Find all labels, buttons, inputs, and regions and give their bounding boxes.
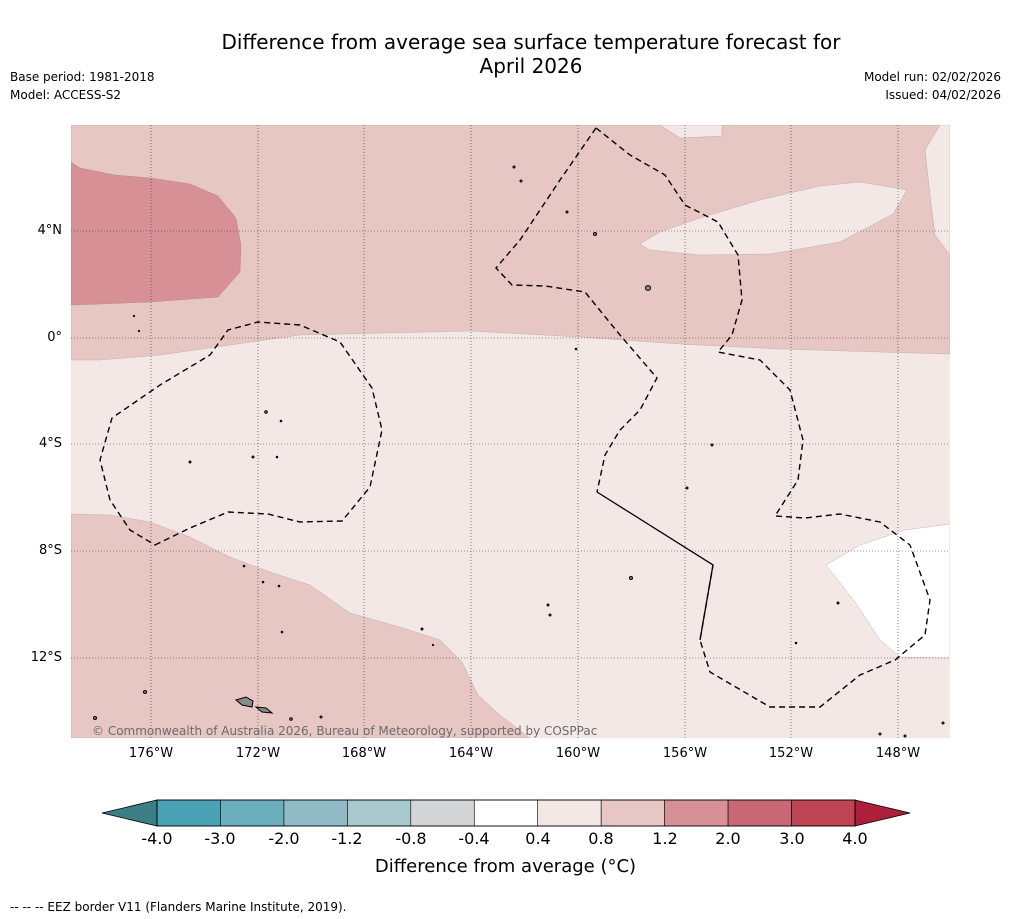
cbar-tick: -1.2 — [331, 829, 363, 848]
eez-solid-border — [596, 491, 714, 641]
colorbar-frame — [156, 799, 856, 827]
colorbar-swatch — [727, 799, 792, 827]
colorbar-swatch — [220, 799, 285, 827]
model-run: Model run: 02/02/2026 — [863, 70, 1001, 84]
lon-label-152w: 152°W — [768, 746, 814, 761]
anomaly-region-below-04 — [825, 523, 950, 659]
lon-label-168w: 168°W — [341, 746, 387, 761]
colorbar-label: Difference from average (°C) — [374, 856, 637, 877]
eez-border-phoenix — [495, 127, 658, 493]
island-kiritimati — [645, 285, 651, 291]
islands — [93, 165, 945, 738]
colorbar-extend-low — [101, 799, 158, 827]
cbar-tick: 0.8 — [588, 829, 614, 848]
colorbar-swatch — [791, 799, 856, 827]
title-line-1: Difference from average sea surface temp… — [221, 30, 841, 54]
chart-title: Difference from average sea surface temp… — [0, 30, 1011, 78]
colorbar-swatch — [473, 799, 539, 827]
meta-left: Base period: 1981-2018 Model: ACCESS-S2 — [10, 68, 155, 104]
eez-border-tokelau — [99, 321, 383, 546]
lon-label-148w: 148°W — [875, 746, 921, 761]
lat-label-4s: 4°S — [38, 436, 62, 451]
colorbar-swatch — [600, 799, 665, 827]
anomaly-region-04-08-east — [924, 125, 950, 256]
lon-label-156w: 156°W — [662, 746, 708, 761]
lat-label-4n: 4°N — [37, 223, 63, 238]
anomaly-region-04-08-top — [659, 125, 723, 139]
copyright-notice: © Commonwealth of Australia 2026, Bureau… — [92, 724, 598, 738]
cbar-tick: 2.0 — [715, 829, 741, 848]
colorbar-swatch — [156, 799, 221, 827]
cbar-tick: -2.0 — [268, 829, 300, 848]
issued-date: Issued: 04/02/2026 — [885, 88, 1001, 102]
cbar-tick: 3.0 — [779, 829, 805, 848]
anomaly-region-12-20 — [71, 161, 242, 306]
lon-label-172w: 172°W — [235, 746, 281, 761]
lon-label-164w: 164°W — [448, 746, 494, 761]
title-line-2: April 2026 — [479, 54, 583, 78]
anomaly-region-08-12-south — [71, 513, 531, 738]
cbar-tick: -0.4 — [458, 829, 490, 848]
eez-borders — [99, 127, 931, 708]
eez-footnote: -- -- -- EEZ border V11 (Flanders Marine… — [10, 900, 347, 914]
colorbar-swatch — [347, 799, 412, 827]
cbar-tick: -0.8 — [395, 829, 427, 848]
colorbar-swatch — [410, 799, 475, 827]
island-upolu — [234, 696, 254, 708]
lon-label-160w: 160°W — [555, 746, 601, 761]
model-name: Model: ACCESS-S2 — [10, 88, 122, 102]
lat-label-0: 0° — [47, 330, 62, 345]
cbar-tick: -4.0 — [141, 829, 173, 848]
lon-label-176w: 176°W — [128, 746, 174, 761]
colorbar-extend-high — [854, 799, 911, 827]
island-savaii — [254, 706, 274, 714]
cbar-tick: -3.0 — [204, 829, 236, 848]
base-period: Base period: 1981-2018 — [10, 70, 155, 84]
meta-right: Model run: 02/02/2026 Issued: 04/02/2026 — [864, 68, 1001, 104]
lat-label-12s: 12°S — [30, 650, 62, 665]
colorbar-swatch — [664, 799, 729, 827]
cbar-tick: 0.4 — [525, 829, 551, 848]
anomaly-region-04-08-patch — [639, 181, 908, 256]
lat-label-8s: 8°S — [38, 543, 62, 558]
colorbar-swatch — [537, 799, 602, 827]
graticule — [71, 125, 950, 738]
cbar-tick: 4.0 — [842, 829, 868, 848]
cbar-tick: 1.2 — [652, 829, 678, 848]
colorbar-swatch — [283, 799, 348, 827]
